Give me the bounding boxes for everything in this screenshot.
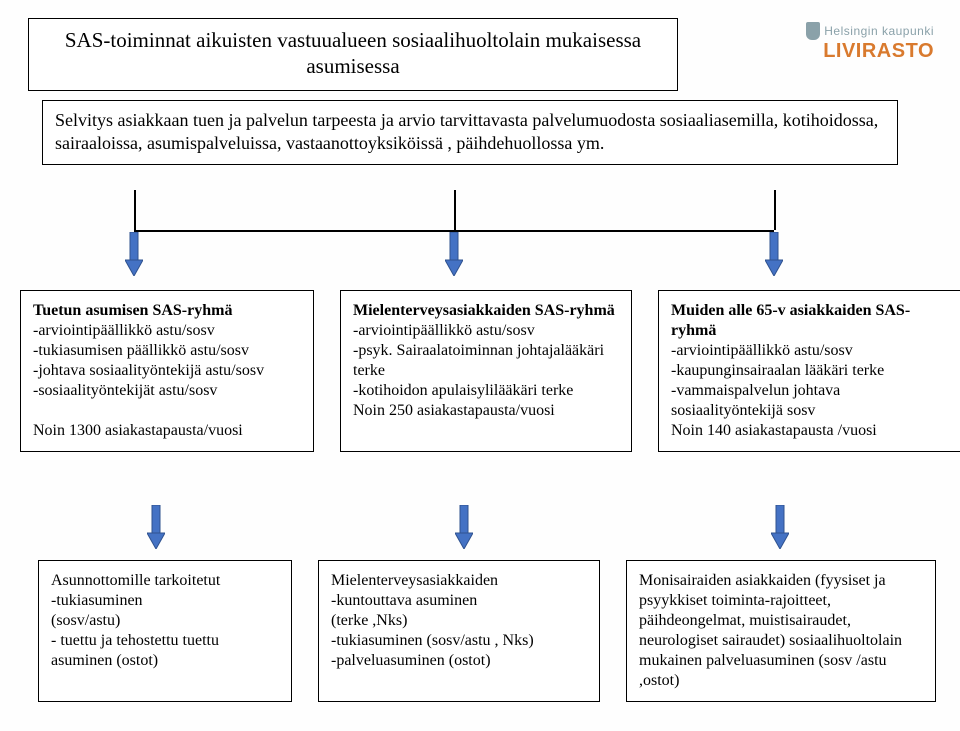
brand-logo: Helsingin kaupunki LIVIRASTO — [806, 22, 934, 63]
service-box: Monisairaiden asiakkaiden (fyysiset ja p… — [626, 560, 936, 702]
slide-title: SAS-toiminnat aikuisten vastuualueen sos… — [28, 18, 678, 91]
crest-icon — [806, 22, 820, 40]
box-title: Mielenterveysasiakkaiden SAS-ryhmä — [353, 301, 619, 321]
box-body: -arviointipäällikkö astu/sosv -kaupungin… — [671, 341, 949, 441]
flow-arrow-icon — [765, 232, 783, 272]
connector-vertical — [134, 190, 136, 230]
flow-arrow-icon — [147, 505, 165, 545]
connector-vertical — [774, 190, 776, 230]
connector-vertical — [454, 190, 456, 230]
logo-city: Helsingin kaupunki — [824, 24, 934, 38]
box-body: -arviointipäällikkö astu/sosv -psyk. Sai… — [353, 321, 619, 421]
sas-group-box: Tuetun asumisen SAS-ryhmä-arviointipääll… — [20, 290, 314, 452]
box-body: -arviointipäällikkö astu/sosv -tukiasumi… — [33, 321, 301, 441]
service-box: Mielenterveysasiakkaiden -kuntouttava as… — [318, 560, 600, 702]
sas-group-box: Mielenterveysasiakkaiden SAS-ryhmä-arvio… — [340, 290, 632, 452]
flow-arrow-icon — [771, 505, 789, 545]
service-box: Asunnottomille tarkoitetut -tukiasuminen… — [38, 560, 292, 702]
box-body: Mielenterveysasiakkaiden -kuntouttava as… — [331, 571, 587, 671]
flow-arrow-icon — [455, 505, 473, 545]
box-title: Muiden alle 65-v asiakkaiden SAS-ryhmä — [671, 301, 949, 341]
services-row: Asunnottomille tarkoitetut -tukiasuminen… — [38, 560, 936, 702]
sas-groups-row: Tuetun asumisen SAS-ryhmä-arviointipääll… — [20, 290, 960, 452]
box-body: Asunnottomille tarkoitetut -tukiasuminen… — [51, 571, 279, 671]
flow-arrow-icon — [445, 232, 463, 272]
intro-text: Selvitys asiakkaan tuen ja palvelun tarp… — [42, 100, 898, 165]
box-body: Monisairaiden asiakkaiden (fyysiset ja p… — [639, 571, 923, 691]
sas-group-box: Muiden alle 65-v asiakkaiden SAS-ryhmä-a… — [658, 290, 960, 452]
flow-arrow-icon — [125, 232, 143, 272]
box-title: Tuetun asumisen SAS-ryhmä — [33, 301, 301, 321]
logo-brand: LIVIRASTO — [806, 40, 934, 63]
